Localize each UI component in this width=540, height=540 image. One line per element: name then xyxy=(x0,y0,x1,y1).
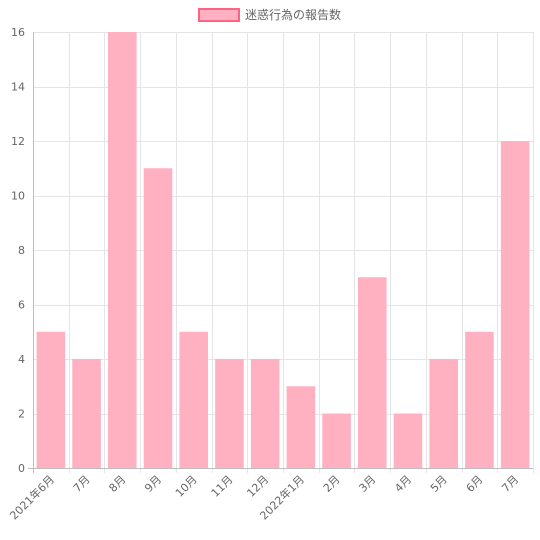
x-tick-label: 9月 xyxy=(142,473,164,495)
bar[interactable] xyxy=(215,359,244,468)
x-tick-label: 3月 xyxy=(356,473,378,495)
bar[interactable] xyxy=(286,386,316,468)
axes xyxy=(28,32,533,473)
bar[interactable] xyxy=(393,413,423,469)
x-tick-label: 2月 xyxy=(321,473,343,495)
y-tick-label: 0 xyxy=(18,462,25,475)
y-tick-label: 10 xyxy=(11,190,25,203)
bar[interactable] xyxy=(358,277,387,468)
legend[interactable]: 迷惑行為の報告数 xyxy=(197,7,341,22)
y-tick-label: 6 xyxy=(18,299,25,312)
bar[interactable] xyxy=(36,331,66,468)
bar[interactable] xyxy=(322,413,351,469)
x-tick-label: 12月 xyxy=(244,473,271,500)
x-tick-label: 8月 xyxy=(106,473,128,495)
y-tick-label: 16 xyxy=(11,26,25,39)
y-tick-label: 12 xyxy=(11,135,25,148)
x-tick-label: 7月 xyxy=(71,473,93,495)
x-tick-label: 5月 xyxy=(428,473,450,495)
x-tick-label: 2021年6月 xyxy=(7,472,57,522)
bar[interactable] xyxy=(179,331,208,468)
bar[interactable] xyxy=(500,141,530,468)
bar[interactable] xyxy=(250,359,280,468)
y-tick-label: 8 xyxy=(18,244,25,257)
y-tick-label: 2 xyxy=(18,408,25,421)
y-tick-label: 14 xyxy=(11,81,25,94)
y-tick-labels: 0 2 4 6 8 10 12 14 16 xyxy=(11,26,25,475)
x-tick-label: 7月 xyxy=(499,473,521,495)
y-tick-label: 4 xyxy=(18,353,25,366)
bar[interactable] xyxy=(429,359,458,468)
legend-swatch[interactable] xyxy=(197,8,240,22)
bar[interactable] xyxy=(465,331,494,468)
bar[interactable] xyxy=(108,32,137,468)
x-tick-label: 6月 xyxy=(464,473,486,495)
x-tick-label: 11月 xyxy=(209,473,236,500)
bars xyxy=(36,32,530,469)
bar[interactable] xyxy=(72,359,101,468)
x-tick-label: 10月 xyxy=(173,473,200,500)
legend-label[interactable]: 迷惑行為の報告数 xyxy=(245,7,341,22)
x-tick-label: 4月 xyxy=(392,473,414,495)
bar[interactable] xyxy=(143,168,173,468)
